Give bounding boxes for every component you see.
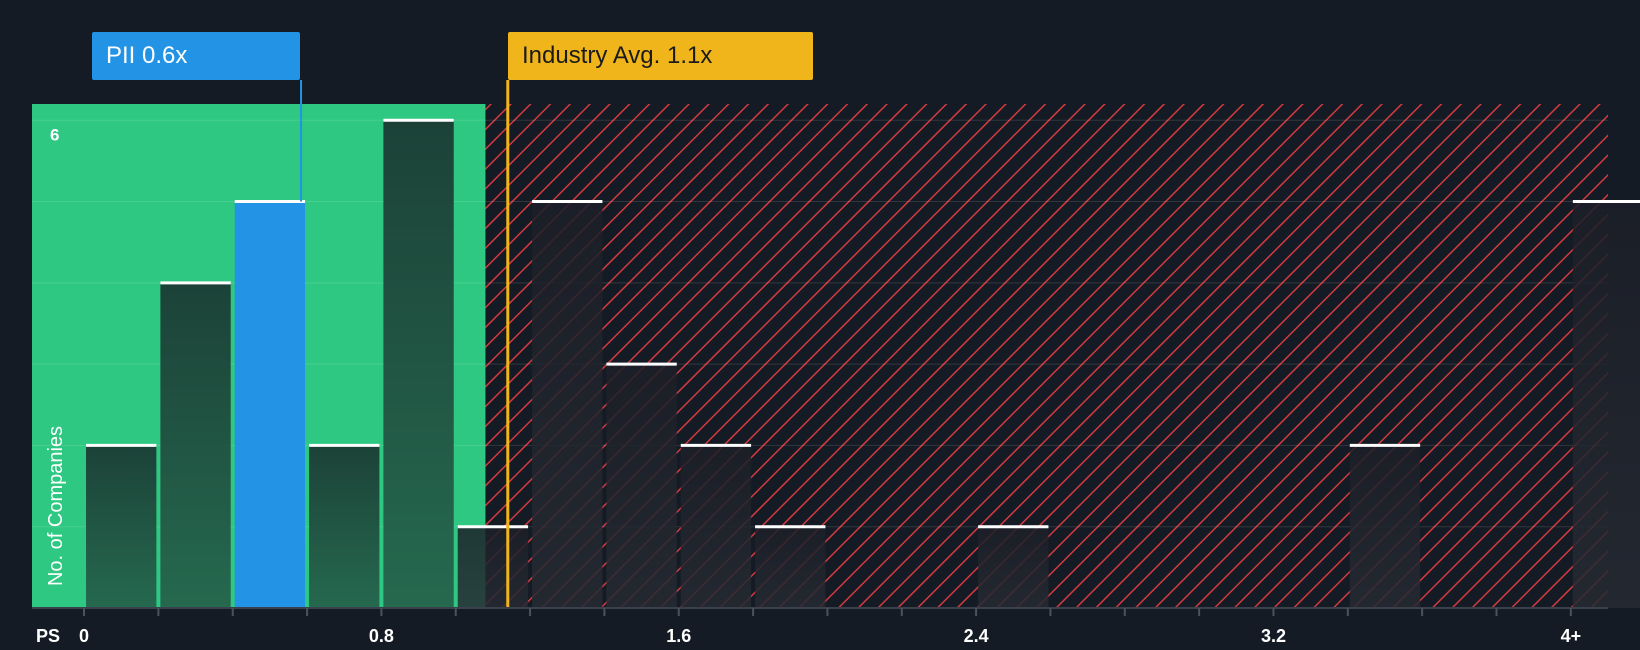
bar	[755, 526, 826, 608]
bar	[383, 120, 454, 609]
x-tick-label: 0.8	[369, 626, 394, 646]
bar	[680, 445, 752, 608]
y-axis-ticks: 6	[50, 125, 59, 144]
bar-highlight	[234, 201, 306, 608]
x-tick-label: 3.2	[1261, 626, 1286, 646]
x-tick-label: 1.6	[666, 626, 691, 646]
bar	[160, 282, 231, 608]
bar	[1572, 201, 1640, 608]
y-tick-label: 6	[50, 125, 59, 144]
bars	[86, 118, 1640, 609]
y-axis-title: No. of Companies	[45, 426, 67, 586]
bar	[978, 526, 1049, 608]
bar	[1349, 445, 1421, 608]
bar	[309, 445, 380, 608]
x-axis-ticks: 0 0.8 1.6 2.4 3.2 4+	[79, 608, 1581, 646]
pii-callout: PII 0.6x	[92, 32, 300, 80]
bar	[457, 526, 529, 608]
x-tick-label: 2.4	[964, 626, 989, 646]
x-axis-title: PS	[36, 626, 60, 646]
x-tick-label: 4+	[1561, 626, 1582, 646]
x-tick-label: 0	[79, 626, 89, 646]
bar	[606, 364, 677, 608]
bar	[86, 445, 157, 608]
bar	[532, 201, 603, 608]
industry-avg-callout: Industry Avg. 1.1x	[508, 32, 813, 80]
